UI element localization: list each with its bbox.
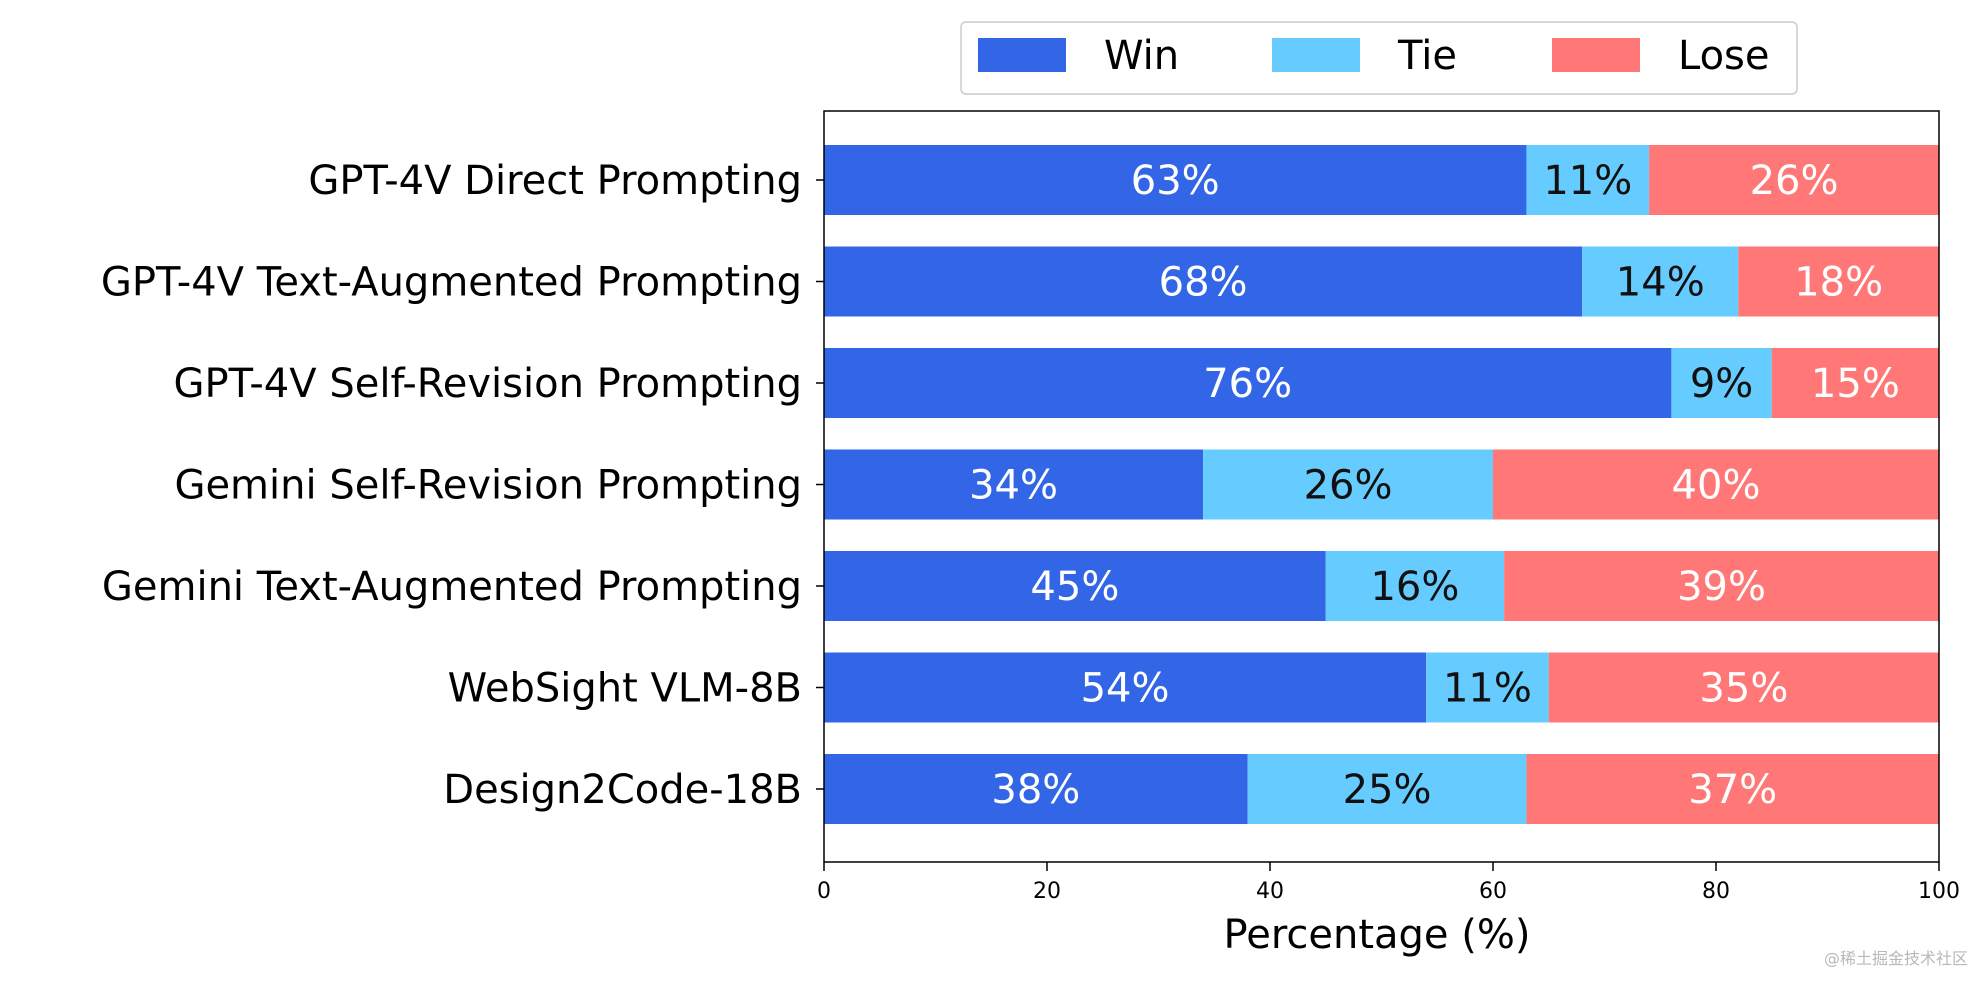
data-label-win-4: 45%	[1030, 564, 1119, 610]
bar-win-2	[824, 348, 1672, 418]
bar-tie-0	[1526, 145, 1650, 215]
bar-tie-1	[1582, 246, 1739, 317]
bar-tie-3	[1203, 449, 1493, 520]
y-tick-label-6: Design2Code-18B	[443, 767, 802, 813]
legend-label-lose: Lose	[1678, 33, 1770, 79]
y-tick-label-0: GPT-4V Direct Prompting	[308, 158, 802, 204]
data-label-lose-1: 18%	[1794, 260, 1883, 306]
data-label-tie-6: 25%	[1343, 767, 1432, 813]
y-tick-label-3: Gemini Self-Revision Prompting	[174, 463, 802, 509]
data-label-tie-1: 14%	[1616, 260, 1705, 306]
legend-swatch-tie	[1272, 38, 1360, 72]
bar-lose-0	[1649, 145, 1939, 215]
legend-label-tie: Tie	[1397, 33, 1457, 79]
bar-win-1	[824, 246, 1583, 317]
data-label-lose-3: 40%	[1672, 463, 1761, 509]
legend: Win Tie Lose	[960, 21, 1798, 95]
bar-tie-5	[1426, 652, 1549, 723]
bar-lose-5	[1548, 652, 1939, 723]
legend-box	[960, 21, 1798, 95]
x-tick-label-5: 100	[1918, 879, 1960, 904]
x-tick-label-4: 80	[1702, 879, 1730, 904]
y-tick-label-1: GPT-4V Text-Augmented Prompting	[101, 260, 802, 306]
bar-win-4	[824, 551, 1326, 621]
x-tick-label-1: 20	[1033, 879, 1061, 904]
data-label-lose-6: 37%	[1688, 767, 1777, 813]
legend-swatch-win	[978, 38, 1066, 72]
data-label-win-5: 54%	[1081, 666, 1170, 712]
y-tick-label-4: Gemini Text-Augmented Prompting	[102, 564, 802, 610]
bar-lose-2	[1771, 348, 1939, 418]
y-axis-labels: GPT-4V Direct Prompting GPT-4V Text-Augme…	[101, 158, 824, 813]
y-tick-label-2: GPT-4V Self-Revision Prompting	[173, 361, 802, 407]
data-label-tie-5: 11%	[1443, 666, 1532, 712]
data-label-lose-0: 26%	[1750, 158, 1839, 204]
bar-win-3	[824, 449, 1204, 520]
data-label-win-1: 68%	[1159, 260, 1248, 306]
data-label-win-3: 34%	[969, 463, 1058, 509]
data-label-tie-0: 11%	[1543, 158, 1632, 204]
bar-win-6	[824, 754, 1248, 824]
bar-lose-3	[1493, 449, 1939, 520]
bar-tie-6	[1247, 754, 1527, 824]
bar-lose-4	[1504, 551, 1939, 621]
bar-lose-1	[1738, 246, 1939, 317]
x-axis-title: Percentage (%)	[1224, 912, 1531, 958]
data-label-lose-4: 39%	[1677, 564, 1766, 610]
x-tick-label-0: 0	[817, 879, 831, 904]
x-tick-label-3: 60	[1479, 879, 1507, 904]
legend-label-win: Win	[1104, 33, 1179, 79]
data-label-win-6: 38%	[991, 767, 1080, 813]
legend-swatch-lose	[1552, 38, 1640, 72]
bars-layer: 63% 11% 26% 68% 14% 18% 76% 9% 15% 34% 26% 40% 45% 16…	[824, 145, 1939, 824]
data-label-win-2: 76%	[1203, 361, 1292, 407]
data-label-tie-2: 9%	[1690, 361, 1753, 407]
watermark: @稀土掘金技术社区	[1823, 949, 1968, 968]
data-label-tie-3: 26%	[1304, 463, 1393, 509]
bar-lose-6	[1526, 754, 1939, 824]
bar-tie-2	[1671, 348, 1772, 418]
bar-tie-4	[1325, 551, 1505, 621]
data-label-lose-5: 35%	[1699, 666, 1788, 712]
data-label-tie-4: 16%	[1370, 564, 1459, 610]
bar-win-0	[824, 145, 1527, 215]
data-label-lose-2: 15%	[1811, 361, 1900, 407]
data-label-win-0: 63%	[1131, 158, 1220, 204]
x-tick-label-2: 40	[1256, 879, 1284, 904]
bar-win-5	[824, 652, 1427, 723]
x-axis: 0 20 40 60 80 100	[817, 862, 1960, 904]
y-tick-label-5: WebSight VLM-8B	[448, 666, 802, 712]
plot-frame	[823, 110, 1940, 863]
